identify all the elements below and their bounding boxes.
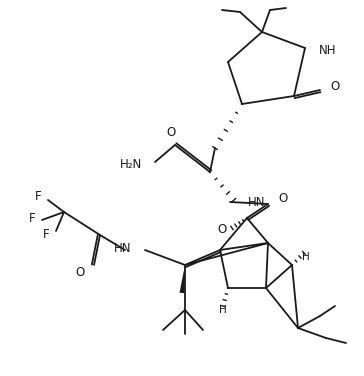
Text: O: O: [166, 126, 175, 138]
Text: O: O: [278, 191, 287, 205]
Text: NH: NH: [319, 44, 336, 56]
Text: HN: HN: [114, 241, 131, 255]
Text: H: H: [302, 252, 310, 262]
Polygon shape: [179, 265, 185, 293]
Text: F: F: [43, 229, 49, 241]
Text: O: O: [330, 79, 339, 92]
Text: O: O: [217, 223, 227, 236]
Text: O: O: [75, 267, 84, 279]
Text: F: F: [35, 190, 41, 203]
Text: F: F: [29, 211, 35, 224]
Text: H₂N: H₂N: [120, 159, 142, 171]
Text: H: H: [219, 305, 227, 315]
Text: HN: HN: [248, 196, 265, 209]
